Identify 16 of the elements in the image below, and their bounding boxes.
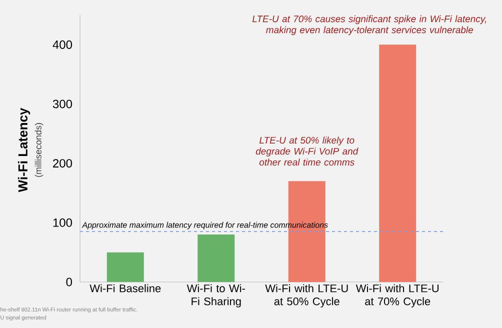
y-tick-label: 300 — [52, 100, 72, 108]
y-tick-label: 200 — [53, 159, 72, 168]
x-tick-label: Wi-Fi Baseline — [90, 284, 161, 292]
y-tick-label: 400 — [52, 40, 72, 49]
text: (milliseconds) — [34, 123, 44, 177]
y-tick-label: 100 — [53, 218, 72, 227]
y-axis-title: Wi-Fi Latency — [18, 108, 30, 192]
annotation: LTE-U at 50% likely to degrade Wi-Fi VoIP and other real time comms — [256, 136, 358, 166]
x-tick-label: Wi-Fi with LTE-U at 50% Cycle — [265, 284, 348, 308]
y-tick-label: 0 — [66, 278, 72, 286]
bar — [198, 234, 235, 282]
x-tick-label: Wi-Fi to Wi-Fi Sharing — [186, 284, 245, 308]
x-tick-label: Wi-Fi with LTE-U at 70% Cycle — [356, 284, 439, 308]
bar — [106, 252, 144, 282]
bar — [379, 44, 416, 282]
annotation: LTE-U at 70% causes significant spike in Wi-Fi latency, making even latency-tolerant services vulnerable — [252, 15, 486, 36]
